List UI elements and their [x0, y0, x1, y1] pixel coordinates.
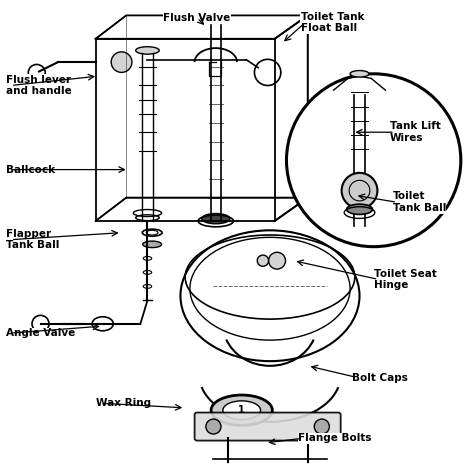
Ellipse shape: [136, 47, 159, 54]
Text: Flapper
Tank Ball: Flapper Tank Ball: [6, 229, 59, 251]
Ellipse shape: [143, 271, 152, 274]
Text: Flush lever
and handle: Flush lever and handle: [6, 75, 72, 96]
FancyBboxPatch shape: [195, 413, 341, 440]
Circle shape: [286, 74, 461, 247]
Ellipse shape: [92, 317, 113, 331]
Ellipse shape: [143, 257, 152, 260]
Ellipse shape: [143, 284, 152, 288]
Text: Toilet Tank
Float Ball: Toilet Tank Float Ball: [301, 12, 364, 33]
Ellipse shape: [346, 204, 373, 214]
Text: Angle Valve: Angle Valve: [6, 328, 75, 338]
Text: Ballcock: Ballcock: [6, 164, 55, 174]
Ellipse shape: [201, 213, 230, 224]
Text: Bolt Caps: Bolt Caps: [353, 373, 408, 383]
Circle shape: [206, 419, 221, 434]
Text: Flange Bolts: Flange Bolts: [298, 433, 372, 443]
Text: Wax Ring: Wax Ring: [96, 398, 151, 408]
Text: Toilet
Tank Ball: Toilet Tank Ball: [392, 191, 446, 213]
Circle shape: [32, 315, 49, 332]
Circle shape: [255, 59, 281, 86]
Ellipse shape: [223, 401, 261, 420]
Circle shape: [111, 52, 132, 72]
Ellipse shape: [350, 70, 369, 77]
Circle shape: [257, 255, 269, 266]
Text: Toilet Seat
Hinge: Toilet Seat Hinge: [374, 268, 437, 290]
Text: Tank Lift
Wires: Tank Lift Wires: [390, 121, 441, 143]
Circle shape: [269, 252, 285, 269]
Circle shape: [342, 173, 377, 208]
Text: 1: 1: [238, 405, 245, 415]
Ellipse shape: [143, 241, 162, 248]
Ellipse shape: [211, 395, 273, 425]
Circle shape: [314, 419, 329, 434]
Circle shape: [28, 64, 45, 81]
Text: Flush Valve: Flush Valve: [164, 13, 230, 23]
